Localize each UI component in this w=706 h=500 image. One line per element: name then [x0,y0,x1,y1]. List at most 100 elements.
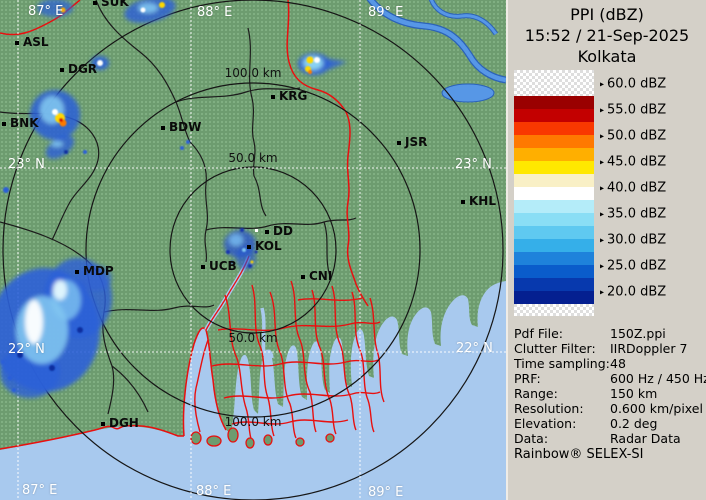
parameter-row: Data: Radar Data [514,431,706,446]
sea-shape [0,281,506,500]
city-label: UCB [209,259,237,273]
parameter-row: PRF: 600 Hz / 450 Hz [514,371,706,386]
parameter-row: Pdf File: 150Z.ppi [514,326,706,341]
legend-threshold: ▸ 60.0 dBZ [600,77,666,92]
parameter-label: PRF: [514,371,541,386]
legend-band [514,252,594,265]
river-network [366,0,506,103]
legend-threshold-label: 45.0 dBZ [607,154,667,170]
legend-band [514,239,594,252]
legend-threshold-label: 25.0 dBZ [607,258,667,274]
legend-band [514,278,594,291]
graticule-label: 89° E [368,5,404,20]
legend-band [514,226,594,239]
graticule-label: 89° E [368,485,404,500]
legend-band [514,174,594,187]
parameter-row: Clutter Filter: IIRDoppler 7 [514,341,706,356]
legend-arrow-icon: ▸ [600,261,605,271]
echo-cores [1,2,320,392]
delta-islands [190,427,335,449]
legend-threshold: ▸ 55.0 dBZ [600,103,666,118]
parameter-label: Elevation: [514,416,577,431]
city-label: JSR [405,135,428,149]
city-dot [75,270,79,274]
parameter-row: Range: 150 km [514,386,706,401]
city-dot [161,126,165,130]
city-label: SUK [101,0,129,9]
graticule-label: 88° E [196,484,232,499]
parameter-value: 0.2 deg [610,416,658,431]
legend-threshold: ▸ 45.0 dBZ [600,155,666,170]
legend-band [514,122,594,135]
info-panel: PPI (dBZ) 15:52 / 21-Sep-2025 Kolkata ▸ 6… [506,0,706,500]
legend-labels: ▸ 60.0 dBZ ▸ 55.0 dBZ ▸ 50.0 dBZ ▸ 45.0 dBZ ▸ 40.… [508,0,706,330]
legend-under-range-texture [514,304,594,316]
legend-band [514,161,594,174]
city-dot [461,200,465,204]
product-type: PPI (dBZ) [570,5,644,24]
parameter-label: Time sampling: [514,356,610,371]
legend-band [514,291,594,304]
graticule-label: 87° E [22,483,58,498]
city-label: DGH [109,416,139,430]
city-dot [271,95,275,99]
legend-band [514,265,594,278]
parameter-row: Resolution: 0.600 km/pixel [514,401,706,416]
legend-threshold: ▸ 50.0 dBZ [600,129,666,144]
legend-threshold: ▸ 25.0 dBZ [600,259,666,274]
legend-arrow-icon: ▸ [600,287,605,297]
legend-arrow-icon: ▸ [600,235,605,245]
legend-arrow-icon: ▸ [600,209,605,219]
legend-band [514,109,594,122]
range-rings [2,0,504,500]
radar-map: SUK ASL DGR BNK BDW KRG JSR KHL DD KOL UCB CNI MDP DG… [0,0,506,500]
legend-threshold: ▸ 40.0 dBZ [600,181,666,196]
legend-threshold: ▸ 20.0 dBZ [600,285,666,300]
range-ring-label: 50.0 km [228,331,278,345]
product-timestamp: 15:52 / 21-Sep-2025 [524,26,690,45]
scan-parameters: Pdf File: 150Z.ppi Clutter Filter: IIRDoppl… [514,326,706,446]
legend-threshold: ▸ 35.0 dBZ [600,207,666,222]
parameter-value: IIRDoppler 7 [610,341,688,356]
legend-arrow-icon: ▸ [600,183,605,193]
city-dot [265,230,269,234]
parameter-row: Time sampling: 48 [514,356,706,371]
parameter-value: Radar Data [610,431,681,446]
parameter-label: Pdf File: [514,326,563,341]
city-dot [93,1,97,5]
legend-band [514,96,594,109]
city-label: KHL [469,194,496,208]
legend-threshold-label: 60.0 dBZ [607,76,667,92]
graticule-label: 22° N [8,342,45,357]
city-dot [2,122,6,126]
map-label-layer: SUK ASL DGR BNK BDW KRG JSR KHL DD KOL UCB CNI MDP DG… [2,0,496,500]
city-label: BDW [169,120,202,134]
legend-threshold-label: 55.0 dBZ [607,102,667,118]
city-label: CNI [309,269,333,283]
parameter-value: 0.600 km/pixel [610,401,703,416]
legend-bar [514,70,594,316]
city-label: DGR [68,62,98,76]
legend-band [514,200,594,213]
parameter-value: 48 [610,356,626,371]
city-label: KRG [279,89,308,103]
parameter-row: Elevation: 0.2 deg [514,416,706,431]
legend-threshold: ▸ 30.0 dBZ [600,233,666,248]
legend-arrow-icon: ▸ [600,157,605,167]
parameter-label: Range: [514,386,558,401]
graticule-label: 23° N [455,157,492,172]
radar-site-name: Kolkata [577,47,637,66]
legend-arrow-icon: ▸ [600,105,605,115]
graticule-label: 87° E [28,4,64,19]
parameter-label: Data: [514,431,549,446]
graticule-label: 23° N [8,157,45,172]
legend-threshold-label: 20.0 dBZ [607,284,667,300]
graticule-label: 22° N [456,341,493,356]
parameter-value: 600 Hz / 450 Hz [610,371,706,386]
legend-arrow-icon: ▸ [600,79,605,89]
city-dot [397,141,401,145]
city-dot [60,68,64,72]
range-ring-label: 50.0 km [228,151,278,165]
legend-threshold-label: 35.0 dBZ [607,206,667,222]
